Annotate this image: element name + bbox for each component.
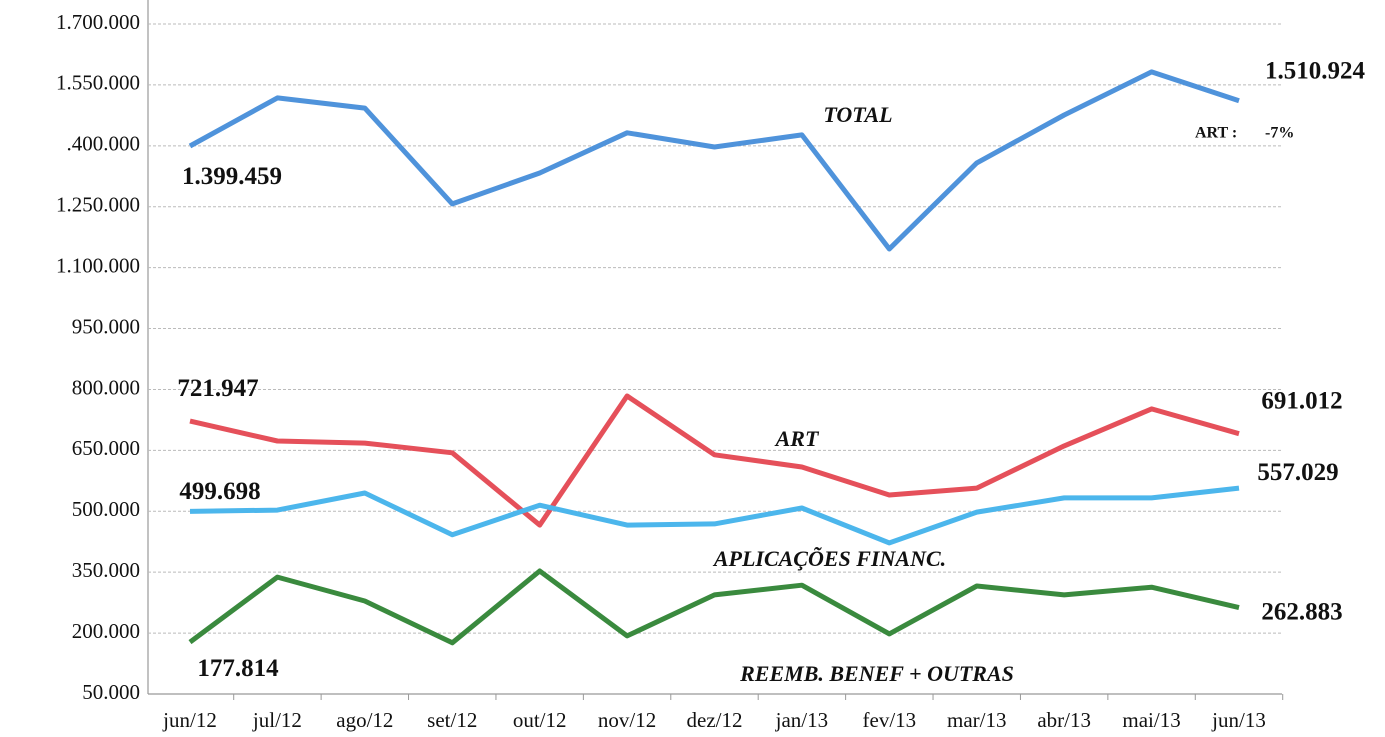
x-tick-label: out/12 [513, 708, 567, 732]
x-tick-label: nov/12 [598, 708, 656, 732]
series-label: TOTAL [823, 102, 892, 127]
y-tick-label: 1.700.000 [56, 10, 140, 34]
y-tick-label: 50.000 [82, 680, 140, 704]
data-label: 691.012 [1261, 387, 1342, 414]
series-label: REEMB. BENEF + OUTRAS [739, 661, 1014, 686]
x-tick-label: fev/13 [863, 708, 917, 732]
series-label: APLICAÇÕES FINANC. [712, 546, 946, 571]
x-tick-label: mar/13 [947, 708, 1006, 732]
series-line [188, 69, 1240, 252]
x-tick-label: set/12 [427, 708, 477, 732]
y-tick-label: .400.000 [67, 132, 141, 156]
x-tick-label: abr/13 [1037, 708, 1091, 732]
y-tick-label: 350.000 [72, 558, 140, 582]
data-label: 721.947 [177, 375, 258, 402]
y-tick-label: 1.100.000 [56, 253, 140, 277]
x-tick-label: ago/12 [336, 708, 393, 732]
x-tick-label: jun/13 [1211, 708, 1266, 732]
y-tick-label: 500.000 [72, 497, 140, 521]
annotation: ART : [1195, 125, 1237, 142]
x-tick-label: jun/12 [162, 708, 217, 732]
data-label: 262.883 [1261, 598, 1342, 625]
y-tick-label: 200.000 [72, 619, 140, 643]
x-tick-label: dez/12 [687, 708, 743, 732]
data-label: 1.510.924 [1265, 58, 1366, 85]
data-label: 557.029 [1257, 459, 1338, 486]
y-tick-label: 800.000 [72, 375, 140, 399]
x-tick-label: jan/13 [775, 708, 829, 732]
series-line [189, 393, 1240, 528]
y-tick-label: 1.250.000 [56, 193, 140, 217]
data-label: 1.399.459 [182, 163, 282, 190]
y-tick-label: 1.550.000 [56, 71, 140, 95]
data-label: 177.814 [197, 655, 279, 682]
y-tick-label: 650.000 [72, 436, 140, 460]
data-label: 499.698 [179, 478, 260, 505]
y-tick-label: 950.000 [72, 314, 140, 338]
series-line [189, 485, 1240, 546]
series-label: ART [774, 426, 820, 451]
x-tick-label: mai/13 [1122, 708, 1180, 732]
annotation: -7% [1265, 125, 1294, 142]
x-tick-label: jul/12 [252, 708, 302, 732]
series-line [188, 568, 1240, 646]
